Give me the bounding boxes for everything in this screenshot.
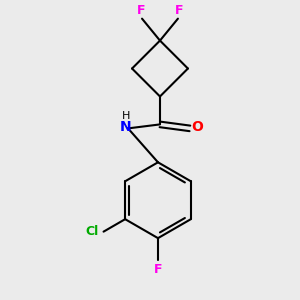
Text: F: F bbox=[175, 4, 183, 16]
Text: Cl: Cl bbox=[85, 225, 99, 238]
Text: O: O bbox=[191, 120, 203, 134]
Text: H: H bbox=[122, 111, 130, 122]
Text: F: F bbox=[154, 263, 162, 276]
Text: F: F bbox=[137, 4, 145, 16]
Text: N: N bbox=[120, 120, 132, 134]
